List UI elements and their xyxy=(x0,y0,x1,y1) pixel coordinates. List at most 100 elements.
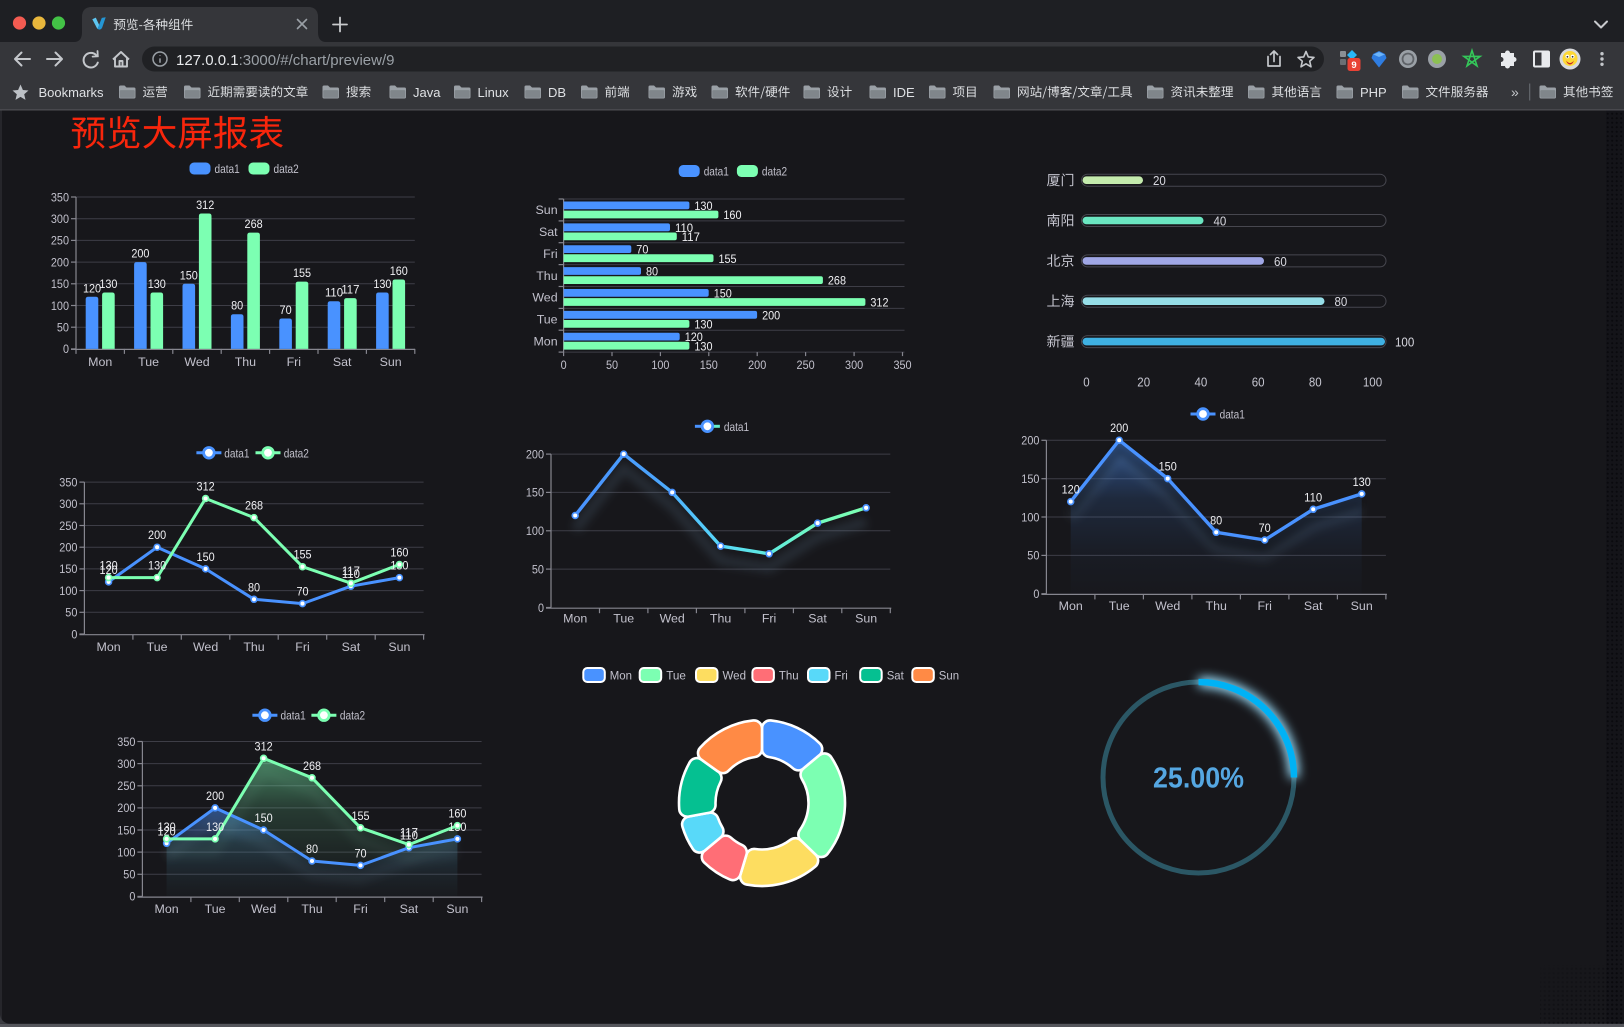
svg-text:Mon: Mon xyxy=(563,612,587,626)
svg-text:50: 50 xyxy=(57,321,69,335)
svg-text:50: 50 xyxy=(65,606,77,620)
svg-text:100: 100 xyxy=(1021,510,1039,524)
svg-text:Fri: Fri xyxy=(543,247,557,261)
svg-text:70: 70 xyxy=(296,585,308,599)
svg-text:0: 0 xyxy=(1083,374,1089,389)
svg-text:150: 150 xyxy=(526,486,544,500)
svg-text:160: 160 xyxy=(723,208,741,222)
svg-text:Mon: Mon xyxy=(533,334,557,348)
svg-text:Sun: Sun xyxy=(855,612,877,626)
svg-text:268: 268 xyxy=(245,499,263,513)
svg-text:Sun: Sun xyxy=(1351,599,1373,613)
svg-text:160: 160 xyxy=(448,807,466,821)
svg-text:130: 130 xyxy=(1353,475,1371,489)
svg-text:120: 120 xyxy=(1062,483,1080,497)
svg-text:Sun: Sun xyxy=(388,640,410,654)
svg-text:Wed: Wed xyxy=(723,669,747,683)
svg-text:120: 120 xyxy=(158,824,176,838)
svg-text:data1: data1 xyxy=(224,446,249,460)
svg-text:20: 20 xyxy=(1153,173,1166,188)
svg-text:200: 200 xyxy=(1110,421,1128,435)
svg-text:100: 100 xyxy=(1395,335,1414,350)
svg-text:Sun: Sun xyxy=(939,669,959,683)
svg-text:Mon: Mon xyxy=(97,640,121,654)
svg-text:60: 60 xyxy=(1252,374,1265,389)
svg-text:»: » xyxy=(1511,84,1519,100)
svg-text:130: 130 xyxy=(373,277,391,291)
svg-text:Tue: Tue xyxy=(1109,599,1130,613)
svg-text:9: 9 xyxy=(1351,60,1356,71)
svg-text:Fri: Fri xyxy=(295,640,309,654)
svg-text:160: 160 xyxy=(390,546,408,560)
svg-text:Thu: Thu xyxy=(235,355,256,369)
svg-text:Mon: Mon xyxy=(1059,599,1083,613)
svg-text:250: 250 xyxy=(51,234,69,248)
svg-text:Thu: Thu xyxy=(536,269,557,283)
svg-text:Tue: Tue xyxy=(205,902,226,916)
svg-text:110: 110 xyxy=(675,221,693,235)
svg-text:0: 0 xyxy=(129,890,135,904)
svg-text:200: 200 xyxy=(131,247,149,261)
svg-text:Bookmarks: Bookmarks xyxy=(39,85,105,100)
svg-text:200: 200 xyxy=(206,789,224,803)
svg-text:70: 70 xyxy=(1259,521,1271,535)
svg-text:Linux: Linux xyxy=(478,85,510,100)
svg-text:155: 155 xyxy=(293,266,311,280)
svg-text:70: 70 xyxy=(354,846,366,860)
svg-text:40: 40 xyxy=(1214,213,1227,228)
svg-text:data2: data2 xyxy=(340,709,365,723)
svg-text:268: 268 xyxy=(303,759,321,773)
svg-text:80: 80 xyxy=(306,842,318,856)
svg-text:200: 200 xyxy=(748,358,766,372)
svg-text:312: 312 xyxy=(197,480,215,494)
svg-text:120: 120 xyxy=(685,330,703,344)
svg-text:117: 117 xyxy=(341,283,359,297)
svg-text:150: 150 xyxy=(197,550,215,564)
svg-text:Tue: Tue xyxy=(147,640,168,654)
svg-text:100: 100 xyxy=(526,524,544,538)
svg-text:350: 350 xyxy=(893,358,911,372)
svg-text:100: 100 xyxy=(1363,374,1382,389)
svg-text:Thu: Thu xyxy=(779,669,799,683)
svg-text:100: 100 xyxy=(59,584,77,598)
svg-text:Sat: Sat xyxy=(539,225,558,239)
svg-text:50: 50 xyxy=(123,868,135,882)
svg-text:200: 200 xyxy=(526,447,544,461)
svg-text:150: 150 xyxy=(714,287,732,301)
svg-text:300: 300 xyxy=(59,497,77,511)
svg-text:data1: data1 xyxy=(724,420,749,434)
svg-text:50: 50 xyxy=(532,562,544,576)
svg-text:20: 20 xyxy=(1137,374,1150,389)
svg-text:Thu: Thu xyxy=(243,640,264,654)
svg-text:Wed: Wed xyxy=(184,355,209,369)
svg-text:80: 80 xyxy=(1210,513,1222,527)
svg-text:150: 150 xyxy=(180,268,198,282)
svg-text:70: 70 xyxy=(636,243,648,257)
svg-text:110: 110 xyxy=(400,829,418,843)
svg-text:data1: data1 xyxy=(281,709,306,723)
svg-text:200: 200 xyxy=(1021,434,1039,448)
svg-text:Thu: Thu xyxy=(301,902,322,916)
svg-text:200: 200 xyxy=(59,541,77,555)
svg-text:0: 0 xyxy=(63,342,69,356)
svg-text:150: 150 xyxy=(700,358,718,372)
svg-text:100: 100 xyxy=(651,358,669,372)
svg-text:250: 250 xyxy=(117,779,135,793)
svg-text:IDE: IDE xyxy=(893,85,915,100)
svg-text:70: 70 xyxy=(280,303,292,317)
svg-text:0: 0 xyxy=(71,627,77,641)
svg-text:Fri: Fri xyxy=(835,669,848,683)
svg-text:130: 130 xyxy=(206,820,224,834)
svg-text:200: 200 xyxy=(148,528,166,542)
svg-text:200: 200 xyxy=(762,308,780,322)
svg-text:250: 250 xyxy=(797,358,815,372)
svg-text:130: 130 xyxy=(694,199,712,213)
svg-text:data1: data1 xyxy=(1220,408,1245,422)
svg-text:50: 50 xyxy=(1027,549,1039,563)
svg-text:Wed: Wed xyxy=(660,612,685,626)
svg-text:Wed: Wed xyxy=(532,291,557,305)
svg-text:150: 150 xyxy=(59,562,77,576)
svg-text:160: 160 xyxy=(390,264,408,278)
svg-text:120: 120 xyxy=(83,281,101,295)
svg-text:155: 155 xyxy=(719,252,737,266)
